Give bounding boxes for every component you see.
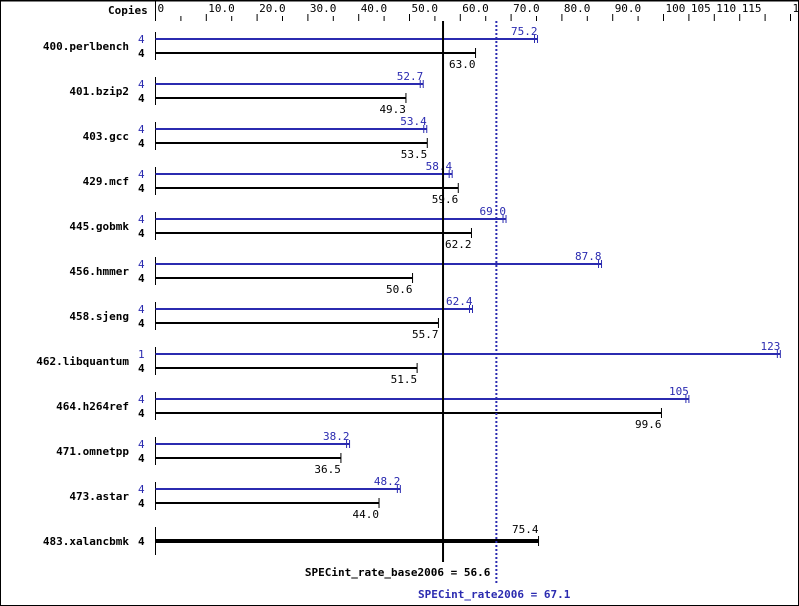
- tick-label: 110: [716, 2, 736, 15]
- peak-copies: 4: [138, 258, 145, 271]
- benchmark-name: 458.sjeng: [69, 310, 129, 323]
- base-copies: 4: [138, 182, 145, 195]
- base-value-label: 53.5: [401, 148, 428, 161]
- peak-copies: 4: [138, 438, 145, 451]
- base-copies: 4: [138, 407, 145, 420]
- tick-label: 115: [742, 2, 762, 15]
- peak-value-label: 52.7: [397, 70, 424, 83]
- base-copies: 4: [138, 227, 145, 240]
- tick-label: 70.0: [513, 2, 540, 15]
- tick-label: 0: [158, 2, 165, 15]
- peak-value-label: 69.0: [480, 205, 507, 218]
- benchmark-name: 403.gcc: [83, 130, 129, 143]
- peak-copies: 4: [138, 33, 145, 46]
- peak-value-label: 123: [760, 340, 780, 353]
- peak-value-label: 53.4: [400, 115, 427, 128]
- benchmark-name: 456.hmmer: [69, 265, 129, 278]
- tick-label: 10.0: [208, 2, 235, 15]
- tick-label: 90.0: [615, 2, 642, 15]
- base-value-label: 63.0: [449, 58, 476, 71]
- peak-value-label: 62.4: [446, 295, 473, 308]
- base-copies: 4: [138, 452, 145, 465]
- base-value-label: 75.4: [512, 523, 539, 536]
- peak-copies: 4: [138, 483, 145, 496]
- base-value-label: 59.6: [432, 193, 459, 206]
- peak-copies: 4: [138, 213, 145, 226]
- peak-value-label: 38.2: [323, 430, 350, 443]
- base-value-label: 49.3: [379, 103, 406, 116]
- benchmark-name: 483.xalancbmk: [43, 535, 129, 548]
- tick-label: 30.0: [310, 2, 337, 15]
- base-value-label: 50.6: [386, 283, 413, 296]
- peak-value-label: 75.2: [511, 25, 538, 38]
- tick-label: 80.0: [564, 2, 591, 15]
- base-value-label: 51.5: [391, 373, 418, 386]
- base-copies: 4: [138, 535, 145, 548]
- tick-label: 60.0: [462, 2, 489, 15]
- peak-value-label: 48.2: [374, 475, 401, 488]
- peak-copies: 4: [138, 78, 145, 91]
- base-copies: 4: [138, 137, 145, 150]
- peak-copies: 4: [138, 303, 145, 316]
- benchmark-name: 473.astar: [69, 490, 129, 503]
- peak-copies: 4: [138, 393, 145, 406]
- tick-label: 105: [691, 2, 711, 15]
- tick-label: 125: [793, 2, 799, 15]
- base-value-label: 62.2: [445, 238, 472, 251]
- peak-copies: 1: [138, 348, 145, 361]
- base-copies: 4: [138, 92, 145, 105]
- benchmark-name: 429.mcf: [83, 175, 129, 188]
- benchmark-name: 401.bzip2: [69, 85, 129, 98]
- peak-value-label: 105: [669, 385, 689, 398]
- benchmark-name: 400.perlbench: [43, 40, 129, 53]
- peak-copies: 4: [138, 168, 145, 181]
- benchmark-name: 464.h264ref: [56, 400, 129, 413]
- base-copies: 4: [138, 272, 145, 285]
- peak-mean-label: SPECint_rate2006 = 67.1: [418, 588, 571, 601]
- base-copies: 4: [138, 317, 145, 330]
- base-mean-label: SPECint_rate_base2006 = 56.6: [305, 566, 491, 579]
- base-copies: 4: [138, 47, 145, 60]
- benchmark-name: 445.gobmk: [69, 220, 129, 233]
- peak-copies: 4: [138, 123, 145, 136]
- tick-label: 20.0: [259, 2, 286, 15]
- tick-label: 40.0: [361, 2, 388, 15]
- tick-label: 100: [666, 2, 686, 15]
- benchmark-name: 471.omnetpp: [56, 445, 129, 458]
- base-copies: 4: [138, 362, 145, 375]
- base-value-label: 36.5: [314, 463, 341, 476]
- base-copies: 4: [138, 497, 145, 510]
- copies-header: Copies: [108, 4, 148, 17]
- base-value-label: 55.7: [412, 328, 439, 341]
- tick-label: 50.0: [412, 2, 439, 15]
- benchmark-name: 462.libquantum: [36, 355, 129, 368]
- base-value-label: 99.6: [635, 418, 662, 431]
- peak-value-label: 87.8: [575, 250, 602, 263]
- peak-value-label: 58.4: [426, 160, 453, 173]
- base-value-label: 44.0: [353, 508, 380, 521]
